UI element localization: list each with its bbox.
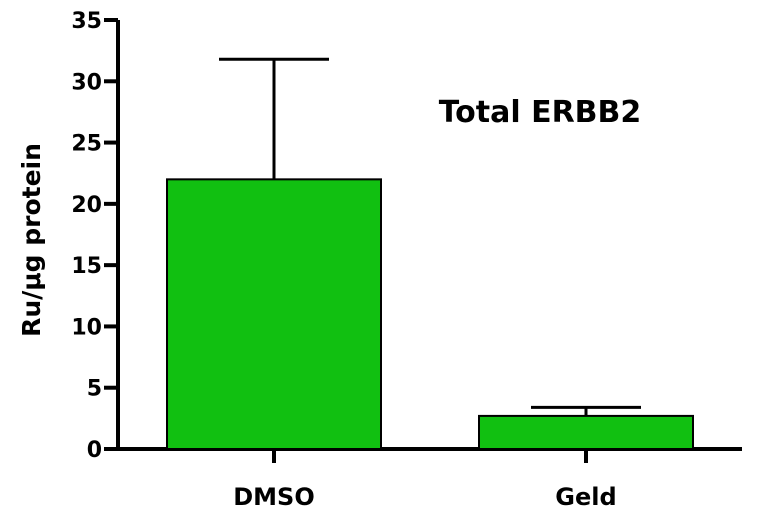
error-bars — [219, 57, 641, 416]
chart-title: Total ERBB2 — [439, 95, 642, 130]
category-labels: DMSO Geld — [233, 483, 616, 511]
bars — [166, 178, 694, 450]
y-tick-label: 25 — [71, 132, 102, 157]
y-tick-label: 5 — [87, 377, 102, 402]
y-tick-label: 10 — [71, 315, 102, 340]
y-tick-label: 30 — [71, 70, 102, 95]
y-axis-label: Ru/μg protein — [17, 143, 46, 337]
y-tick-label: 35 — [71, 9, 102, 34]
y-tick-label: 0 — [87, 438, 102, 463]
y-tick-label: 20 — [71, 193, 102, 218]
bar-geld — [478, 414, 694, 450]
x-axis — [116, 447, 742, 463]
category-label-geld: Geld — [555, 483, 616, 511]
category-label-dmso: DMSO — [233, 483, 315, 511]
bar-dmso — [166, 178, 382, 450]
y-tick-label: 15 — [71, 254, 102, 279]
y-axis: 0 5 10 15 20 25 30 35 — [71, 9, 120, 463]
